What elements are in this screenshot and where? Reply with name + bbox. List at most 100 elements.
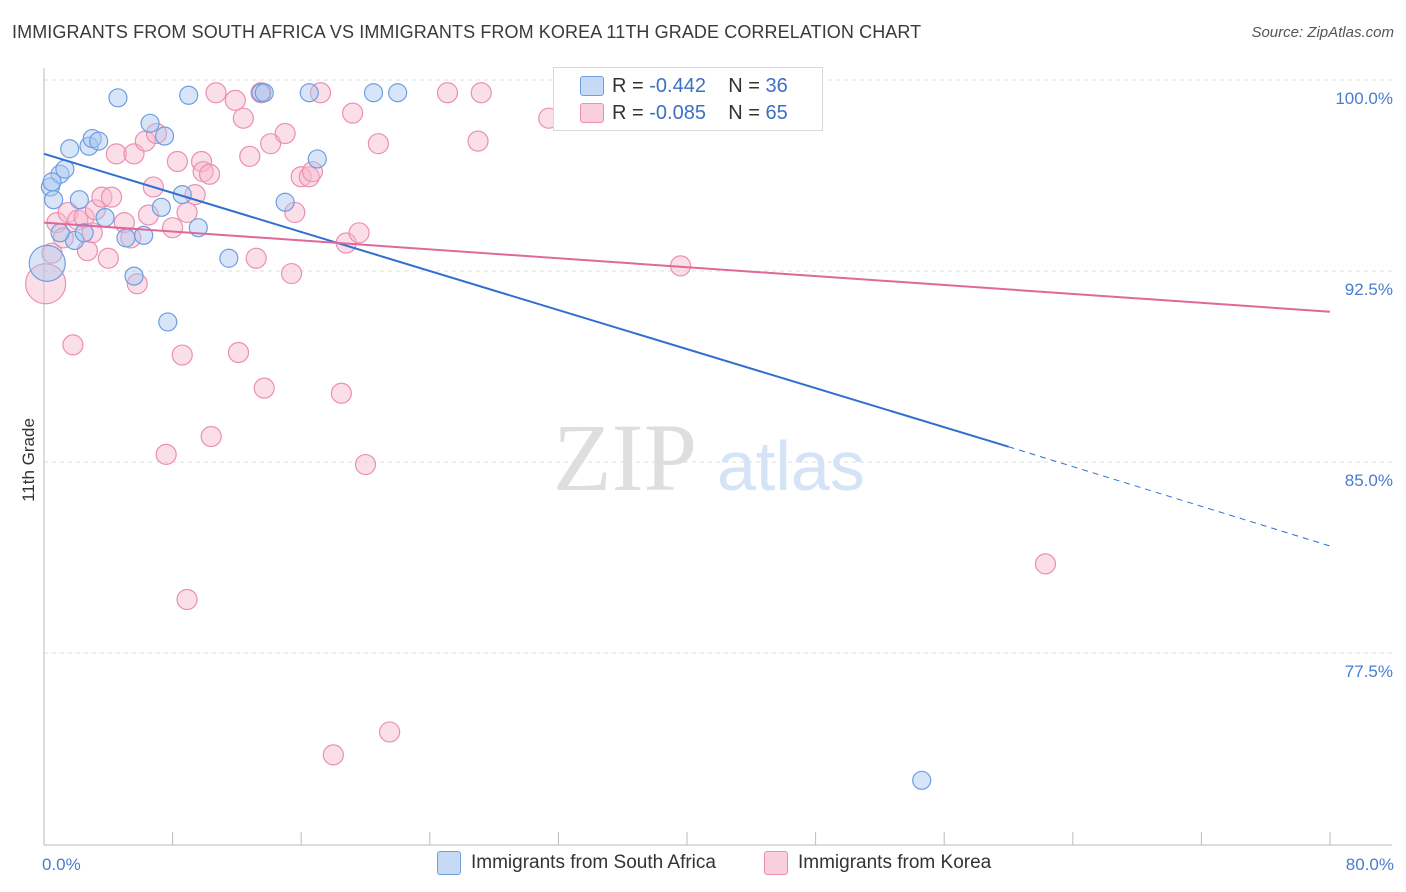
korea-point <box>330 382 352 404</box>
south-africa-point <box>140 113 160 133</box>
korea-point <box>205 82 227 104</box>
south-africa-point <box>219 248 239 268</box>
stats-legend: R = -0.442 N = 36 R = -0.085 N = 65 <box>553 67 823 131</box>
south-africa-trend-line <box>43 152 1009 448</box>
korea-point <box>290 166 312 188</box>
korea-trend-line <box>43 221 1331 313</box>
series-south-africa-points <box>28 83 932 790</box>
korea-point <box>81 222 103 244</box>
south-africa-point <box>151 197 171 217</box>
tick-labels: 100.0% 92.5% 85.0% 77.5% 0.0% 80.0% <box>42 89 1394 874</box>
korea-point <box>198 163 221 185</box>
south-africa-point <box>74 223 94 243</box>
south-africa-point <box>28 244 66 282</box>
korea-point <box>245 247 267 269</box>
watermark-zip: ZIP <box>553 404 697 511</box>
south-africa-point <box>254 83 274 103</box>
korea-point <box>301 161 324 183</box>
south-africa-point <box>124 266 144 286</box>
korea-point <box>137 204 160 226</box>
korea-point <box>155 443 177 465</box>
korea-point <box>84 199 107 221</box>
korea-point <box>97 247 119 269</box>
south-africa-point <box>108 88 128 108</box>
korea-point <box>166 150 189 173</box>
korea-point <box>224 89 246 111</box>
korea-point <box>100 186 123 208</box>
x-tick-label: 80.0% <box>1346 855 1394 874</box>
axes <box>43 68 1392 846</box>
chart-title: IMMIGRANTS FROM SOUTH AFRICA VS IMMIGRAN… <box>12 22 922 42</box>
legend-label-korea: Immigrants from Korea <box>798 852 992 873</box>
south-africa-point <box>154 126 175 146</box>
south-africa-point <box>388 83 408 103</box>
south-africa-point <box>95 207 115 228</box>
y-axis-title: 11th Grade <box>19 418 38 502</box>
stats-n-label: N = <box>728 101 760 124</box>
korea-point <box>354 453 377 476</box>
trend-lines <box>43 152 1331 547</box>
y-tick-label: 92.5% <box>1345 280 1393 299</box>
south-africa-point <box>42 172 62 192</box>
stats-n-value: 65 <box>765 101 788 124</box>
korea-point <box>232 107 254 129</box>
korea-point <box>342 102 364 124</box>
legend-swatch-pink <box>764 851 788 875</box>
series-korea-points <box>25 82 1057 766</box>
watermark-atlas: atlas <box>717 427 865 505</box>
korea-point <box>274 122 296 145</box>
korea-point <box>105 143 127 165</box>
x-tick-label: 0.0% <box>42 855 81 874</box>
legend-item-korea[interactable]: Immigrants from Korea <box>764 851 991 875</box>
stats-r-label: R = <box>612 74 644 97</box>
korea-point <box>284 201 306 224</box>
south-africa-point <box>363 83 384 103</box>
stats-r-value: -0.442 <box>649 74 706 97</box>
south-africa-point <box>275 192 295 212</box>
south-africa-trend-extension <box>1008 446 1331 547</box>
y-tick-label: 100.0% <box>1335 89 1393 108</box>
korea-point <box>162 217 184 239</box>
legend-swatch-blue <box>437 851 461 875</box>
south-africa-point <box>89 131 109 151</box>
stats-n-value: 36 <box>765 74 788 97</box>
korea-point <box>367 133 389 155</box>
south-africa-point <box>134 225 154 245</box>
legend-swatch-blue <box>580 76 604 96</box>
south-africa-point <box>116 228 136 248</box>
korea-point <box>379 721 401 743</box>
y-tick-label: 85.0% <box>1345 471 1393 490</box>
korea-point <box>280 262 303 285</box>
korea-point <box>239 145 261 167</box>
korea-point <box>176 588 198 611</box>
south-africa-point <box>172 185 192 205</box>
watermark: ZIP atlas <box>553 404 865 511</box>
south-africa-point <box>299 83 319 103</box>
korea-point <box>62 334 84 356</box>
legend-label-south-africa: Immigrants from South Africa <box>471 852 716 873</box>
korea-point <box>309 82 332 104</box>
korea-point <box>322 744 344 766</box>
south-africa-point <box>179 85 199 105</box>
stats-r-label: R = <box>612 101 644 124</box>
source-label: Source: ZipAtlas.com <box>1251 24 1394 41</box>
stats-r-value: -0.085 <box>649 101 706 124</box>
korea-point <box>171 344 193 366</box>
korea-point <box>260 133 282 155</box>
korea-point <box>436 82 459 104</box>
south-africa-point <box>307 149 327 169</box>
south-africa-point <box>158 312 178 332</box>
series-legend: Immigrants from South Africa Immigrants … <box>0 851 1406 879</box>
korea-point <box>253 377 275 399</box>
korea-point <box>348 222 370 244</box>
y-tick-label: 77.5% <box>1345 662 1393 681</box>
stats-n-label: N = <box>728 74 760 97</box>
legend-item-south-africa[interactable]: Immigrants from South Africa <box>437 851 716 875</box>
korea-point <box>250 82 272 104</box>
legend-swatch-pink <box>580 103 604 123</box>
south-africa-point <box>912 770 932 790</box>
korea-point <box>227 341 250 364</box>
korea-point <box>1034 553 1057 575</box>
korea-point <box>470 82 492 104</box>
